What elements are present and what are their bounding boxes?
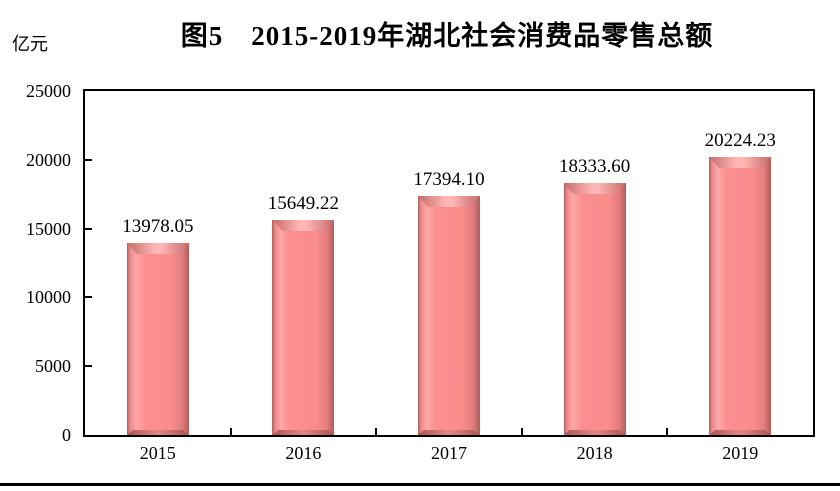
bar-value-label: 13978.05 bbox=[122, 216, 194, 237]
y-axis-tick bbox=[85, 365, 92, 368]
bar bbox=[563, 183, 626, 435]
bar-value-label: 17394.10 bbox=[413, 169, 485, 190]
y-axis-tick bbox=[85, 158, 92, 161]
x-axis-tick bbox=[375, 428, 378, 435]
bar bbox=[126, 243, 189, 435]
bar bbox=[272, 220, 335, 435]
y-axis-tick-label: 20000 bbox=[26, 149, 71, 170]
bar bbox=[418, 196, 480, 435]
x-axis-tick bbox=[666, 428, 669, 435]
y-axis-tick-label: 5000 bbox=[35, 356, 71, 377]
y-axis-tick-label: 10000 bbox=[26, 287, 71, 308]
chart-title: 图5 2015-2019年湖北社会消费品零售总额 bbox=[180, 21, 714, 51]
bar-value-label: 18333.60 bbox=[558, 156, 631, 177]
y-axis-unit-label: 亿元 bbox=[12, 34, 48, 54]
y-axis-tick-label: 0 bbox=[62, 425, 71, 445]
bar-value-label: 15649.22 bbox=[267, 193, 340, 214]
x-axis-category-label: 2017 bbox=[431, 443, 467, 463]
bar bbox=[709, 157, 772, 435]
x-axis-category-label: 2016 bbox=[285, 443, 322, 463]
y-axis-tick bbox=[85, 227, 92, 230]
bottom-divider-rule bbox=[0, 483, 840, 486]
y-axis-tick bbox=[85, 296, 92, 299]
x-axis-category-label: 2018 bbox=[576, 443, 613, 463]
x-axis-category-label: 2015 bbox=[139, 443, 176, 463]
plot-area: 0 5000 10000 15000 20000 25000 13978.05 2015 156… bbox=[26, 81, 815, 463]
y-axis-tick-label: 15000 bbox=[26, 218, 71, 239]
y-axis-tick-label: 25000 bbox=[26, 81, 71, 101]
x-axis-category-label: 2019 bbox=[722, 443, 759, 463]
x-axis-tick bbox=[520, 428, 523, 435]
bar-value-label: 20224.23 bbox=[704, 130, 776, 151]
x-axis-tick bbox=[229, 428, 232, 435]
